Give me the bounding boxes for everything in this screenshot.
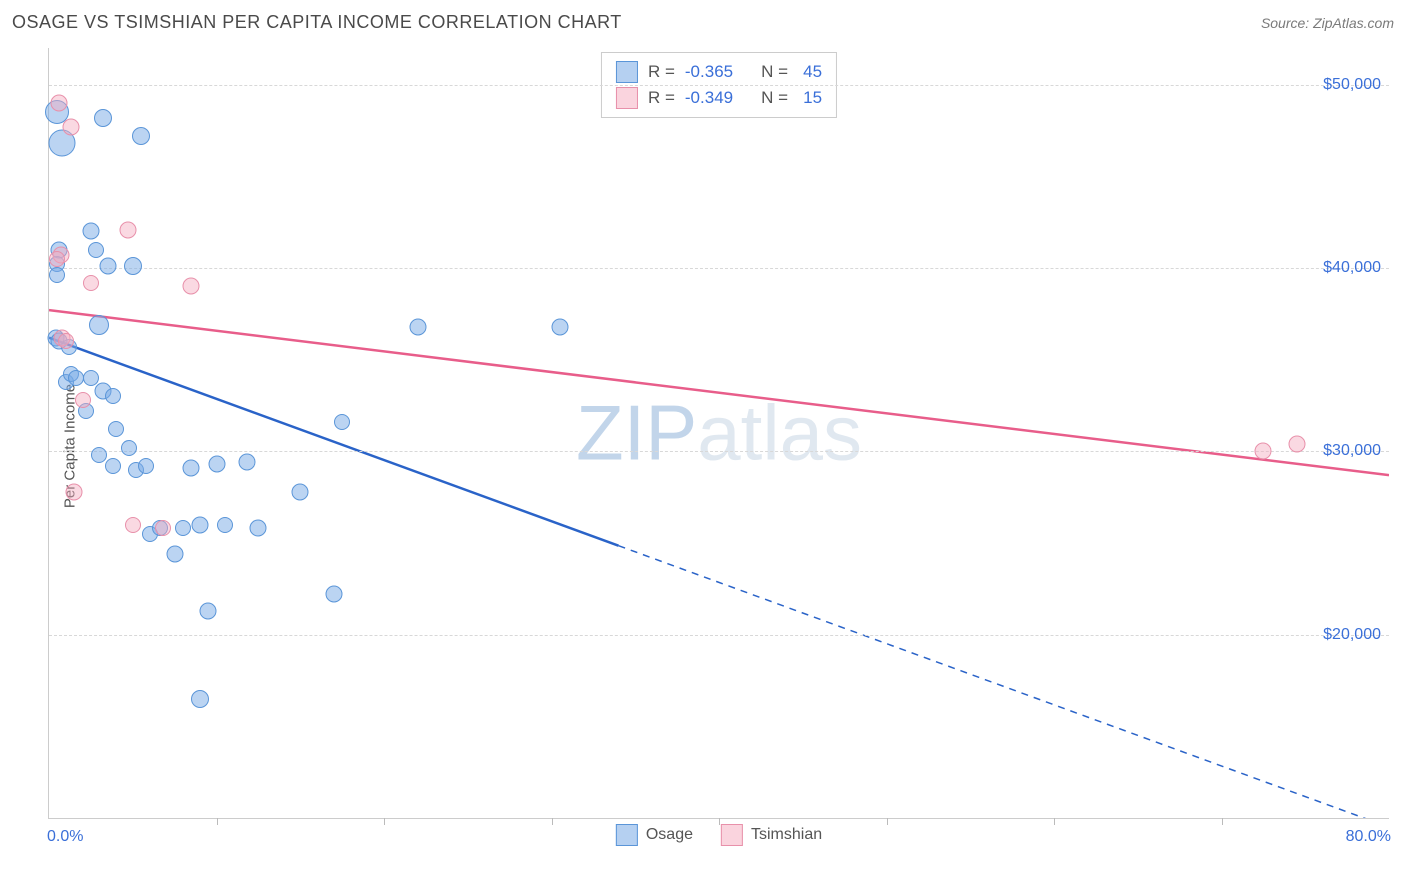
- x-tick: [217, 818, 218, 825]
- y-tick-label: $20,000: [1323, 626, 1381, 644]
- tsimshian-point: [1288, 436, 1305, 453]
- chart-container: OSAGE VS TSIMSHIAN PER CAPITA INCOME COR…: [0, 0, 1406, 892]
- legend-row-tsimshian: R = -0.349 N = 15: [616, 85, 822, 111]
- osage-point: [68, 370, 84, 386]
- n-label: N =: [761, 88, 788, 108]
- osage-point: [89, 315, 109, 335]
- swatch-osage-b: [616, 824, 638, 846]
- osage-point: [121, 440, 137, 456]
- x-tick: [1054, 818, 1055, 825]
- osage-point: [175, 520, 191, 536]
- osage-point: [94, 109, 112, 127]
- osage-point: [88, 242, 104, 258]
- tsimshian-point: [183, 278, 200, 295]
- osage-point: [191, 516, 208, 533]
- osage-point: [250, 520, 267, 537]
- osage-point: [409, 318, 426, 335]
- tsimshian-point: [155, 520, 171, 536]
- y-tick-label: $40,000: [1323, 259, 1381, 277]
- legend-item-osage: Osage: [616, 824, 693, 846]
- y-tick-label: $50,000: [1323, 76, 1381, 94]
- osage-point: [200, 602, 217, 619]
- legend-label-tsimshian: Tsimshian: [751, 826, 822, 844]
- osage-point: [91, 447, 107, 463]
- osage-point: [238, 454, 255, 471]
- tsimshian-point: [58, 333, 74, 349]
- x-tick: [384, 818, 385, 825]
- osage-point: [325, 586, 342, 603]
- watermark: ZIPatlas: [576, 388, 862, 479]
- r-value-osage: -0.365: [685, 62, 733, 82]
- plot-area: ZIPatlas R = -0.365 N = 45 R = -0.349 N …: [48, 48, 1389, 819]
- osage-point: [138, 458, 154, 474]
- x-tick: [887, 818, 888, 825]
- n-value-osage: 45: [798, 62, 822, 82]
- r-value-tsimshian: -0.349: [685, 88, 733, 108]
- osage-point: [166, 546, 183, 563]
- osage-point: [49, 267, 65, 283]
- legend-row-osage: R = -0.365 N = 45: [616, 59, 822, 85]
- osage-point: [217, 517, 233, 533]
- n-value-tsimshian: 15: [798, 88, 822, 108]
- trend-lines: [49, 48, 1389, 818]
- osage-point: [99, 258, 116, 275]
- x-min-label: 0.0%: [47, 828, 83, 846]
- gridline: [49, 268, 1389, 269]
- source-label: Source: ZipAtlas.com: [1261, 15, 1394, 31]
- osage-point: [183, 459, 200, 476]
- gridline: [49, 635, 1389, 636]
- chart-title: OSAGE VS TSIMSHIAN PER CAPITA INCOME COR…: [12, 12, 622, 33]
- legend-item-tsimshian: Tsimshian: [721, 824, 822, 846]
- swatch-osage: [616, 61, 638, 83]
- osage-trend-dashed: [619, 546, 1390, 818]
- osage-point: [551, 318, 568, 335]
- tsimshian-point: [119, 221, 136, 238]
- tsimshian-point: [51, 95, 68, 112]
- osage-point: [292, 483, 309, 500]
- osage-point: [105, 458, 121, 474]
- header: OSAGE VS TSIMSHIAN PER CAPITA INCOME COR…: [12, 12, 1394, 33]
- watermark-thin: atlas: [697, 389, 862, 477]
- x-tick: [719, 818, 720, 825]
- osage-point: [105, 388, 121, 404]
- watermark-bold: ZIP: [576, 389, 697, 477]
- tsimshian-point: [66, 483, 83, 500]
- r-label: R =: [648, 88, 675, 108]
- osage-point: [82, 223, 99, 240]
- x-tick: [1222, 818, 1223, 825]
- gridline: [49, 85, 1389, 86]
- tsimshian-point: [1255, 443, 1272, 460]
- osage-point: [334, 414, 350, 430]
- osage-point: [132, 127, 150, 145]
- series-legend: Osage Tsimshian: [616, 824, 822, 846]
- n-label: N =: [761, 62, 788, 82]
- osage-point: [124, 257, 142, 275]
- swatch-tsimshian-b: [721, 824, 743, 846]
- tsimshian-point: [75, 392, 91, 408]
- swatch-tsimshian: [616, 87, 638, 109]
- tsimshian-point: [125, 517, 141, 533]
- r-label: R =: [648, 62, 675, 82]
- y-tick-label: $30,000: [1323, 442, 1381, 460]
- osage-point: [108, 421, 124, 437]
- tsimshian-point: [62, 118, 79, 135]
- gridline: [49, 451, 1389, 452]
- legend-label-osage: Osage: [646, 826, 693, 844]
- tsimshian-point: [83, 275, 99, 291]
- x-tick: [552, 818, 553, 825]
- x-max-label: 80.0%: [1346, 828, 1391, 846]
- osage-point: [191, 690, 209, 708]
- tsimshian-point: [49, 251, 65, 267]
- osage-point: [208, 456, 225, 473]
